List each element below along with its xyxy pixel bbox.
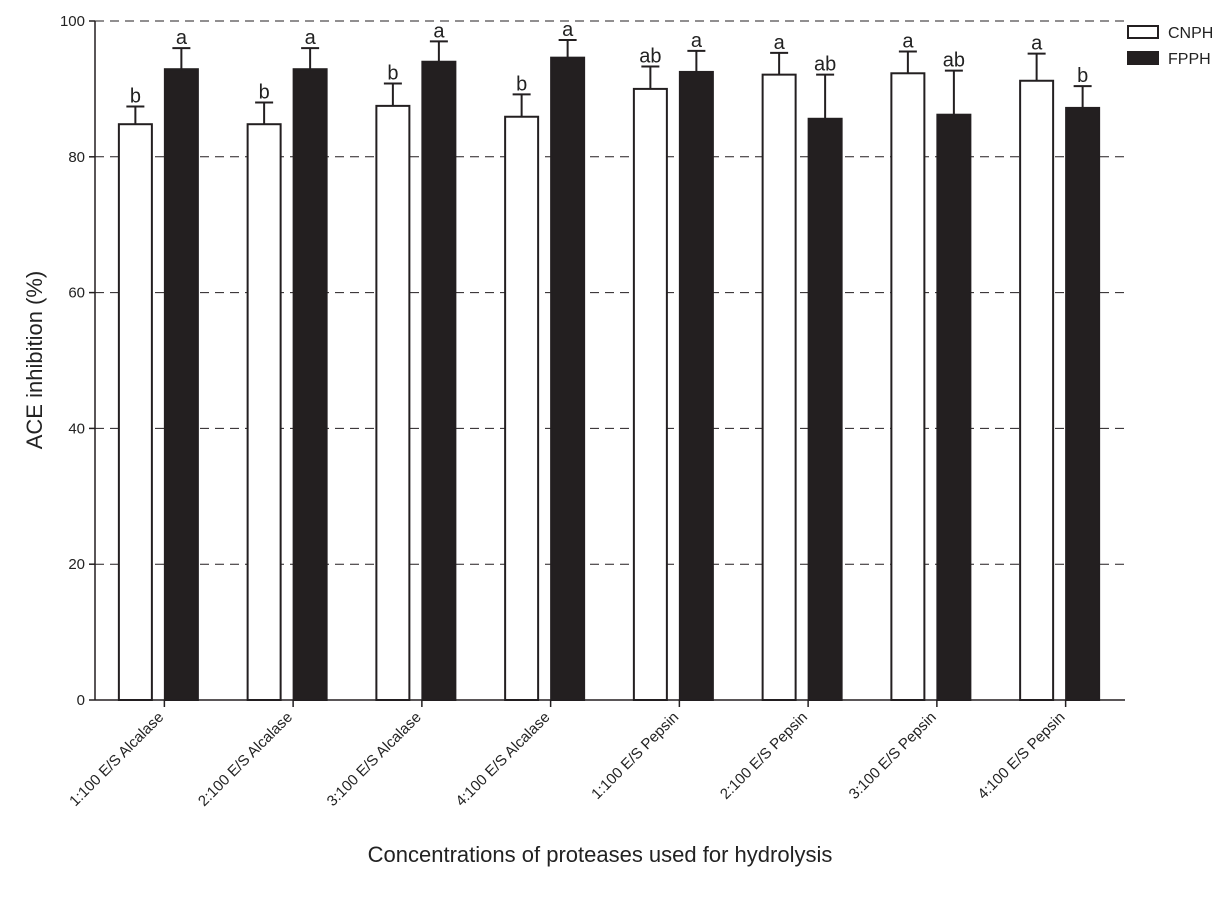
significance-label: a xyxy=(902,31,914,53)
legend-label-cnph: CNPH xyxy=(1168,25,1213,42)
y-tick-label: 60 xyxy=(68,285,85,302)
significance-label: b xyxy=(259,81,270,103)
bar-fpph xyxy=(421,60,457,702)
x-tick-label: 1:100 E/S Pepsin xyxy=(588,709,682,803)
bar-fpph xyxy=(292,68,328,702)
significance-label: ab xyxy=(639,45,661,67)
significance-label: ab xyxy=(943,50,965,72)
bar-cnph xyxy=(246,123,282,701)
x-tick-label: 3:100 E/S Alcalase xyxy=(324,709,425,810)
bar-fpph xyxy=(678,70,714,702)
x-axis-ticks: 1:100 E/S Alcalase 2:100 E/S Alcalase 3:10… xyxy=(66,700,1068,810)
bar-cnph xyxy=(375,104,411,701)
significance-label: a xyxy=(305,27,317,49)
significance-label: a xyxy=(433,20,445,42)
x-tick-label: 2:100 E/S Alcalase xyxy=(195,709,296,810)
legend-label-fpph: FPPH xyxy=(1168,51,1211,68)
significance-label: b xyxy=(130,86,141,108)
legend: CNPH FPPH xyxy=(1127,25,1213,68)
y-tick-label: 40 xyxy=(68,420,85,437)
bar-cnph xyxy=(504,115,540,701)
x-tick-label: 1:100 E/S Alcalase xyxy=(66,709,167,810)
significance-label: b xyxy=(516,73,527,95)
x-tick-label: 4:100 E/S Pepsin xyxy=(974,709,1068,803)
bar-fpph xyxy=(936,113,972,701)
x-tick-label: 4:100 E/S Alcalase xyxy=(452,709,553,810)
significance-label: b xyxy=(387,62,398,84)
bar-cnph xyxy=(117,123,153,701)
significance-label: a xyxy=(562,19,574,41)
bar-fpph xyxy=(163,68,199,702)
x-tick-label: 3:100 E/S Pepsin xyxy=(846,709,940,803)
significance-label: b xyxy=(1077,65,1088,87)
bar-cnph xyxy=(761,73,797,702)
y-tick-label: 80 xyxy=(68,149,85,166)
significance-label: ab xyxy=(814,54,836,76)
legend-swatch-cnph xyxy=(1127,25,1159,39)
bar-cnph xyxy=(890,72,926,701)
y-axis-title: ACE inhibition (%) xyxy=(22,271,47,450)
bars: b b b b ab a a a a a a a a ab ab b xyxy=(117,19,1101,702)
significance-label: a xyxy=(1031,33,1043,55)
x-tick-label: 2:100 E/S Pepsin xyxy=(717,709,811,803)
y-tick-label: 100 xyxy=(60,13,85,30)
y-tick-label: 20 xyxy=(68,556,85,573)
bar-fpph xyxy=(1065,106,1101,702)
bar-cnph xyxy=(632,87,668,701)
legend-swatch-fpph xyxy=(1127,51,1159,65)
significance-label: a xyxy=(774,32,786,54)
bar-cnph xyxy=(1019,79,1055,701)
x-axis-title: Concentrations of proteases used for hyd… xyxy=(368,842,833,867)
y-tick-label: 0 xyxy=(77,692,85,709)
bar-fpph xyxy=(550,56,586,701)
significance-label: a xyxy=(691,30,703,52)
axes xyxy=(94,21,1125,701)
bar-fpph xyxy=(807,117,843,701)
y-axis-ticks: 0 20 40 60 80 100 xyxy=(60,13,95,709)
significance-label: a xyxy=(176,27,188,49)
